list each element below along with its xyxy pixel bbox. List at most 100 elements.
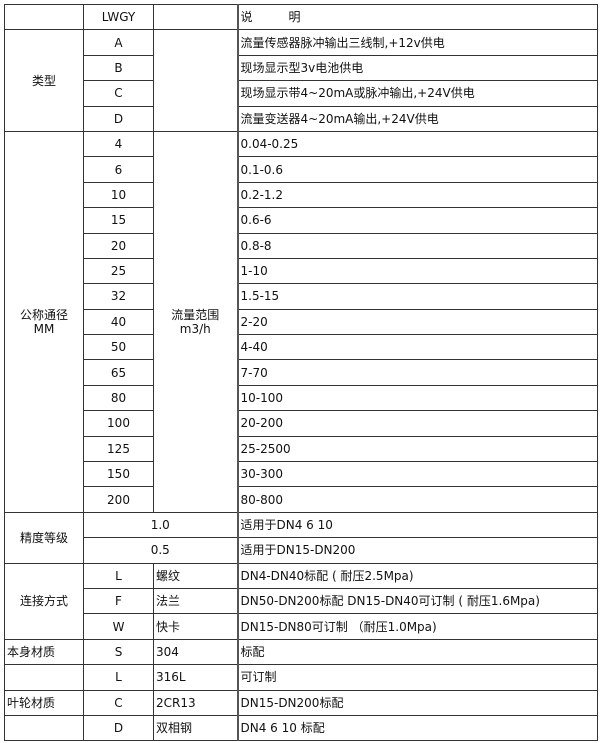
diameter-code: 65 bbox=[83, 359, 154, 386]
table-row: 15 0.6-6 bbox=[5, 207, 598, 234]
flow-range-value: 2-20 bbox=[236, 308, 598, 336]
flow-range-value: 0.04-0.25 bbox=[236, 130, 598, 158]
diameter-code: 15 bbox=[83, 207, 154, 234]
flow-range-unit: m3/h bbox=[179, 321, 211, 336]
accuracy-label: 精度等级 bbox=[4, 511, 84, 564]
flow-range-value: 25-2500 bbox=[236, 435, 598, 463]
flow-range-value: 0.1-0.6 bbox=[236, 156, 598, 183]
type-desc: 流量传感器脉冲输出三线制,+12v供电 bbox=[236, 29, 598, 56]
flow-range-value: 10-100 bbox=[236, 384, 598, 412]
flow-range-value: 20-200 bbox=[236, 410, 598, 437]
table-row: 25 1-10 bbox=[5, 257, 598, 285]
diameter-code: 200 bbox=[83, 486, 154, 513]
impeller-material-name: 2CR13 bbox=[153, 689, 238, 716]
connection-name: 法兰 bbox=[153, 587, 238, 615]
flow-range-text: 流量范围 bbox=[171, 307, 220, 322]
connection-desc: DN4-DN40标配 ( 耐压2.5Mpa) bbox=[236, 562, 598, 589]
body-material-desc: 标配 bbox=[236, 638, 598, 666]
diameter-label-text: 公称通径 bbox=[19, 307, 68, 322]
flow-range-value: 80-800 bbox=[236, 486, 598, 513]
table-row: 类型 A 流量传感器脉冲输出三线制,+12v供电 bbox=[4, 29, 598, 132]
table-row: 公称通径 MM 4 流量范围 m3/h 0.04-0.25 bbox=[4, 130, 598, 513]
impeller-material-label bbox=[4, 714, 84, 742]
table-row: 200 80-800 bbox=[5, 486, 598, 513]
diameter-code: 4 bbox=[83, 130, 154, 158]
body-material-label bbox=[4, 664, 84, 691]
connection-code: W bbox=[83, 613, 154, 640]
diameter-code: 10 bbox=[83, 181, 154, 209]
type-code: D bbox=[83, 105, 154, 132]
table-row: 100 20-200 bbox=[5, 410, 598, 437]
type-label: 类型 bbox=[4, 29, 84, 132]
table-row: LWGY 说 明 bbox=[4, 3, 598, 31]
table-row: 50 4-40 bbox=[5, 334, 598, 361]
diameter-code: 125 bbox=[83, 435, 154, 463]
table-row: 叶轮材质 C 2CR13 DN15-DN200标配 bbox=[4, 689, 598, 716]
connection-code: F bbox=[83, 587, 154, 615]
diameter-code: 32 bbox=[83, 283, 154, 310]
table-row: 6 0.1-0.6 bbox=[5, 156, 598, 183]
accuracy-desc: 适用于DN4 6 10 bbox=[236, 511, 598, 539]
diameter-label: 公称通径 MM bbox=[4, 130, 84, 513]
spec-table: LWGY 说 明类型 A 流量传感器脉冲输出三线制,+12v供电 B 现场显示型3v电池供… bbox=[4, 3, 598, 742]
header-blank-2 bbox=[153, 3, 238, 31]
diameter-code: 50 bbox=[83, 334, 154, 361]
flow-range-value: 1-10 bbox=[236, 257, 598, 285]
diameter-code: 80 bbox=[83, 384, 154, 412]
flow-range-value: 0.8-8 bbox=[236, 232, 598, 259]
impeller-material-name: 双相钢 bbox=[153, 714, 238, 742]
impeller-material-label: 叶轮材质 bbox=[4, 689, 84, 716]
body-material-name: 304 bbox=[153, 638, 238, 666]
connection-label: 连接方式 bbox=[4, 562, 84, 640]
header-blank bbox=[4, 3, 84, 31]
header-code: LWGY bbox=[83, 3, 154, 31]
flow-range-value: 1.5-15 bbox=[236, 283, 598, 310]
impeller-material-desc: DN4 6 10 标配 bbox=[236, 714, 598, 742]
table-row: 150 30-300 bbox=[5, 461, 598, 488]
flow-range-value: 0.6-6 bbox=[236, 207, 598, 234]
table-row: 本身材质 S 304 标配 bbox=[4, 638, 598, 666]
table-row: F 法兰 DN50-DN200标配 DN15-DN40可订制 ( 耐压1.6Mpa) bbox=[5, 587, 598, 615]
impeller-material-code: C bbox=[83, 689, 154, 716]
connection-code: L bbox=[83, 562, 154, 589]
table-row: 20 0.8-8 bbox=[5, 232, 598, 259]
accuracy-code: 1.0 bbox=[83, 511, 238, 539]
flow-range-value: 4-40 bbox=[236, 334, 598, 361]
diameter-code: 25 bbox=[83, 257, 154, 285]
table-row: B 现场显示型3v电池供电 bbox=[5, 54, 598, 82]
diameter-unit: MM bbox=[33, 321, 55, 336]
table-row: 精度等级 1.0 适用于DN4 6 10 bbox=[4, 511, 598, 564]
body-material-name: 316L bbox=[153, 664, 238, 691]
type-code: C bbox=[83, 80, 154, 107]
table-row: 40 2-20 bbox=[5, 308, 598, 336]
type-code: A bbox=[83, 29, 154, 56]
body-material-code: S bbox=[83, 638, 154, 666]
diameter-code: 40 bbox=[83, 308, 154, 336]
table-row: 10 0.2-1.2 bbox=[5, 181, 598, 209]
flow-range-value: 30-300 bbox=[236, 461, 598, 488]
table-row: 80 10-100 bbox=[5, 384, 598, 412]
table-row: C 现场显示带4~20mA或脉冲输出,+24V供电 bbox=[5, 80, 598, 107]
table-row: 连接方式 L 螺纹 DN4-DN40标配 ( 耐压2.5Mpa) bbox=[4, 562, 598, 640]
connection-name: 快卡 bbox=[153, 613, 238, 640]
body-material-desc: 可订制 bbox=[236, 664, 598, 691]
type-blank bbox=[153, 29, 238, 132]
body-material-code: L bbox=[83, 664, 154, 691]
accuracy-code: 0.5 bbox=[83, 537, 238, 564]
connection-desc: DN15-DN80可订制 （耐压1.0Mpa) bbox=[236, 613, 598, 640]
type-desc: 现场显示型3v电池供电 bbox=[236, 54, 598, 82]
connection-name: 螺纹 bbox=[153, 562, 238, 589]
flow-range-label: 流量范围 m3/h bbox=[153, 130, 238, 513]
flow-range-value: 7-70 bbox=[236, 359, 598, 386]
table-row: W 快卡 DN15-DN80可订制 （耐压1.0Mpa) bbox=[5, 613, 598, 640]
table-row: L 316L 可订制 bbox=[4, 664, 598, 691]
table-row: 32 1.5-15 bbox=[5, 283, 598, 310]
table-row: 0.5 适用于DN15-DN200 bbox=[5, 537, 598, 564]
impeller-material-code: D bbox=[83, 714, 154, 742]
table-row: 125 25-2500 bbox=[5, 435, 598, 463]
diameter-code: 20 bbox=[83, 232, 154, 259]
type-desc: 现场显示带4~20mA或脉冲输出,+24V供电 bbox=[236, 80, 598, 107]
diameter-code: 100 bbox=[83, 410, 154, 437]
impeller-material-desc: DN15-DN200标配 bbox=[236, 689, 598, 716]
accuracy-desc: 适用于DN15-DN200 bbox=[236, 537, 598, 564]
